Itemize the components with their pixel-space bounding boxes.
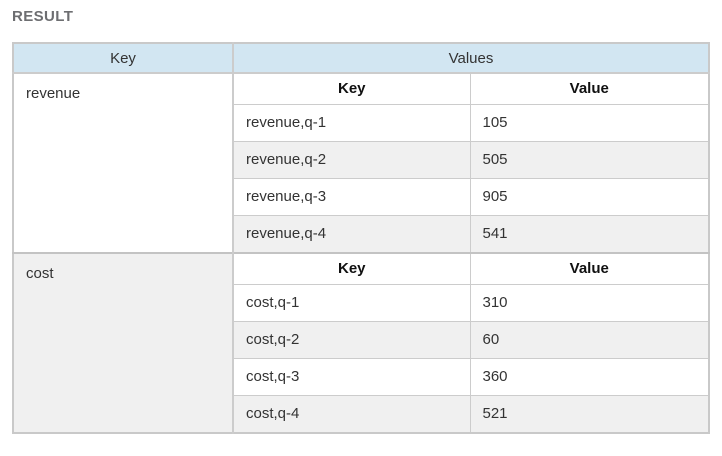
inner-header-value: Value [470, 254, 708, 285]
inner-table-revenue: Key Value revenue,q-1 105 revenue,q-2 [234, 74, 708, 252]
inner-row: cost,q-1 310 [234, 284, 708, 322]
inner-row: revenue,q-1 105 [234, 104, 708, 142]
inner-value-cell: 360 [470, 358, 708, 396]
inner-value-cell: 60 [470, 321, 708, 359]
group-row-revenue: revenue Key Value revenue,q-1 10 [13, 73, 709, 253]
outer-header-values: Values [233, 43, 709, 74]
outer-header-row: Key Values [13, 43, 709, 74]
outer-header-key: Key [13, 43, 234, 74]
result-table: Key Values revenue Key Value [12, 42, 710, 434]
inner-header-value: Value [470, 74, 708, 105]
group-row-cost: cost Key Value cost,q-1 310 [13, 252, 709, 433]
inner-row: cost,q-4 521 [234, 395, 708, 432]
inner-key-cell: cost,q-3 [234, 358, 471, 396]
inner-key-cell: revenue,q-1 [234, 104, 471, 142]
group-key-cell: revenue [13, 73, 234, 253]
inner-header-key: Key [234, 74, 471, 105]
result-panel: RESULT Key Values revenue Key Value [12, 8, 710, 434]
inner-header-row: Key Value [234, 74, 708, 105]
inner-header-key: Key [234, 254, 471, 285]
inner-value-cell: 541 [470, 215, 708, 252]
group-key-cell: cost [13, 252, 234, 433]
inner-key-cell: revenue,q-4 [234, 215, 471, 252]
result-heading: RESULT [12, 8, 74, 25]
inner-value-cell: 310 [470, 284, 708, 322]
inner-row: cost,q-3 360 [234, 358, 708, 396]
result-table-header: Key Values [13, 43, 709, 74]
inner-value-cell: 105 [470, 104, 708, 142]
inner-table-cost: Key Value cost,q-1 310 cost,q-2 60 [234, 254, 708, 432]
inner-key-cell: cost,q-2 [234, 321, 471, 359]
inner-key-cell: cost,q-4 [234, 395, 471, 432]
inner-row: revenue,q-3 905 [234, 178, 708, 216]
inner-row: revenue,q-2 505 [234, 141, 708, 179]
group-values-cell: Key Value revenue,q-1 105 revenue,q-2 [233, 73, 709, 253]
group-values-cell: Key Value cost,q-1 310 cost,q-2 60 [233, 252, 709, 433]
inner-value-cell: 505 [470, 141, 708, 179]
inner-key-cell: cost,q-1 [234, 284, 471, 322]
inner-value-cell: 905 [470, 178, 708, 216]
inner-key-cell: revenue,q-2 [234, 141, 471, 179]
inner-key-cell: revenue,q-3 [234, 178, 471, 216]
inner-header-row: Key Value [234, 254, 708, 285]
inner-row: cost,q-2 60 [234, 321, 708, 359]
inner-row: revenue,q-4 541 [234, 215, 708, 252]
inner-value-cell: 521 [470, 395, 708, 432]
